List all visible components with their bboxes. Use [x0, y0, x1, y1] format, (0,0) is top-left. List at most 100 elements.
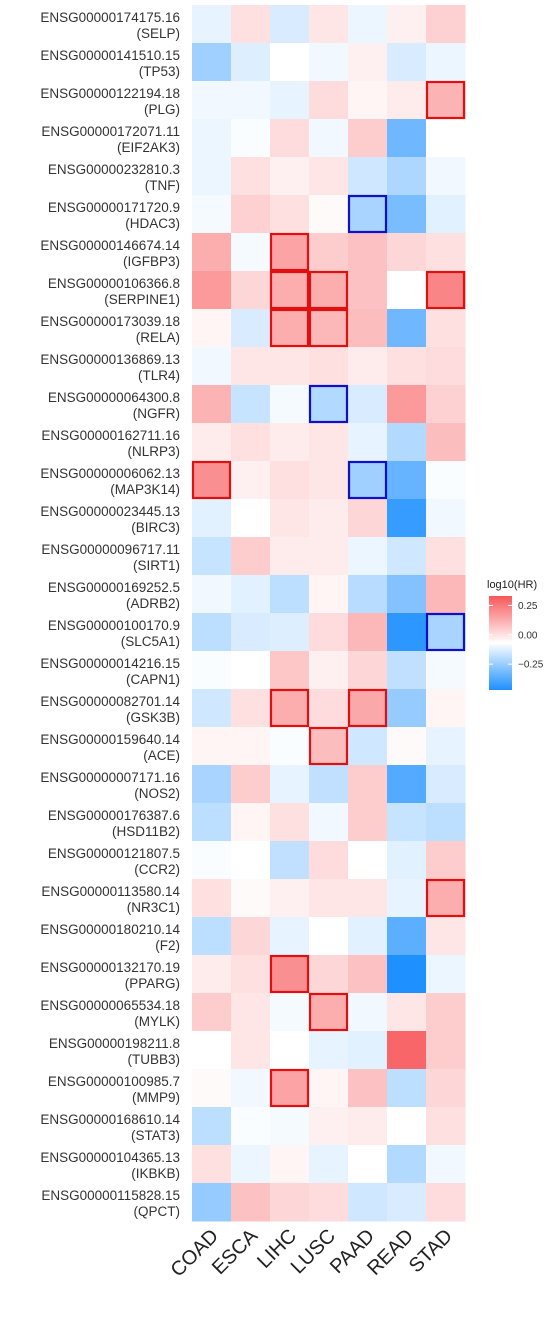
- heatmap-cell: [270, 309, 310, 348]
- heatmap-cell: [387, 1031, 427, 1070]
- row-label-gene: (CAPN1): [126, 672, 180, 687]
- heatmap-cell: [387, 499, 427, 538]
- heatmap-cell: [192, 5, 232, 44]
- heatmap-cell: [270, 195, 310, 234]
- highlight-box-positive: [425, 878, 466, 918]
- heatmap-cell: [309, 727, 349, 766]
- heatmap-cell: [270, 157, 310, 196]
- heatmap-cell: [426, 119, 466, 158]
- legend-title: log10(HR): [487, 579, 537, 591]
- heatmap-cell: [309, 233, 349, 272]
- heatmap-cell: [192, 461, 232, 500]
- heatmap-cell: [426, 955, 466, 994]
- heatmap-cell: [387, 1183, 427, 1222]
- row-label-gene: (CCR2): [134, 862, 180, 877]
- row-label-id: ENSG00000023445.13: [40, 504, 180, 519]
- heatmap-cell: [309, 1069, 349, 1108]
- heatmap-cell: [270, 689, 310, 728]
- heatmap-cell: [309, 993, 349, 1032]
- row-label-gene: (TP53): [139, 64, 180, 79]
- row-label-gene: (STAT3): [131, 1128, 180, 1143]
- highlight-box-positive: [308, 726, 349, 766]
- heatmap-cell: [192, 689, 232, 728]
- row-label-id: ENSG00000136869.13: [40, 352, 180, 367]
- heatmap-cell: [231, 43, 271, 82]
- row-label-id: ENSG00000198211.8: [49, 1036, 180, 1051]
- heatmap-cell: [192, 195, 232, 234]
- heatmap-cell: [192, 993, 232, 1032]
- heatmap-cell: [348, 575, 388, 614]
- heatmap-cell: [348, 461, 388, 500]
- heatmap-cell: [231, 727, 271, 766]
- highlight-box-positive: [308, 992, 349, 1032]
- row-label-id: ENSG00000168610.14: [40, 1112, 180, 1127]
- highlight-box-positive: [269, 954, 310, 994]
- heatmap-cell: [270, 917, 310, 956]
- heatmap-cell: [309, 309, 349, 348]
- heatmap-cell: [348, 1069, 388, 1108]
- heatmap-cell: [387, 461, 427, 500]
- highlight-box-positive: [425, 270, 466, 310]
- highlight-box-positive: [269, 308, 310, 348]
- highlight-box-positive: [191, 460, 232, 500]
- row-label-id: ENSG00000014216.15: [40, 656, 180, 671]
- heatmap-cell: [270, 879, 310, 918]
- heatmap-cell: [426, 689, 466, 728]
- heatmap-cell: [387, 689, 427, 728]
- heatmap-cell: [270, 575, 310, 614]
- row-label-gene: (NLRP3): [127, 444, 180, 459]
- row-label-gene: (GSK3B): [126, 710, 180, 725]
- highlight-box-positive: [269, 1068, 310, 1108]
- heatmap-cell: [270, 423, 310, 462]
- heatmap-cell: [309, 43, 349, 82]
- heatmap-cell: [426, 499, 466, 538]
- row-label-gene: (TNF): [145, 178, 180, 193]
- heatmap-cell: [348, 955, 388, 994]
- heatmap-cell: [231, 879, 271, 918]
- heatmap-cell: [426, 461, 466, 500]
- heatmap-cell: [270, 43, 310, 82]
- heatmap-cell: [426, 993, 466, 1032]
- heatmap-cell: [387, 347, 427, 386]
- row-label-gene: (TUBB3): [127, 1052, 180, 1067]
- heatmap-cell: [309, 81, 349, 120]
- heatmap-cell: [231, 1107, 271, 1146]
- column-label: COAD: [167, 1225, 223, 1281]
- heatmap-cell: [426, 1031, 466, 1070]
- heatmap-cell: [309, 271, 349, 310]
- row-label-id: ENSG00000174175.16: [40, 10, 180, 25]
- heatmap-cell: [309, 1145, 349, 1184]
- heatmap-cell: [270, 499, 310, 538]
- heatmap-cell: [231, 613, 271, 652]
- row-label-id: ENSG00000141510.15: [40, 48, 180, 63]
- heatmap-cell: [231, 5, 271, 44]
- heatmap-cell: [309, 423, 349, 462]
- heatmap-cell: [309, 1031, 349, 1070]
- heatmap-cell: [192, 1107, 232, 1146]
- legend-tick-label: 0.00: [518, 630, 538, 641]
- heatmap-cell: [348, 499, 388, 538]
- highlight-box-positive: [425, 80, 466, 120]
- heatmap-cell: [387, 81, 427, 120]
- heatmap-cell: [231, 195, 271, 234]
- heatmap-cell: [231, 575, 271, 614]
- heatmap-cell: [348, 1031, 388, 1070]
- highlight-box-positive: [347, 688, 388, 728]
- row-label-id: ENSG00000173039.18: [40, 314, 180, 329]
- row-label-id: ENSG00000159640.14: [40, 732, 180, 747]
- heatmap-cell: [270, 119, 310, 158]
- heatmap-cell: [231, 499, 271, 538]
- row-label-gene: (TLR4): [138, 368, 180, 383]
- heatmap-cell: [348, 917, 388, 956]
- heatmap-cell: [192, 157, 232, 196]
- heatmap-cell: [231, 841, 271, 880]
- heatmap-cell: [387, 423, 427, 462]
- heatmap-cell: [426, 347, 466, 386]
- heatmap-cell: [192, 423, 232, 462]
- heatmap-cell: [387, 233, 427, 272]
- heatmap-cell: [270, 841, 310, 880]
- heatmap-cell: [426, 43, 466, 82]
- heatmap-cell: [426, 1069, 466, 1108]
- heatmap-cell: [270, 1031, 310, 1070]
